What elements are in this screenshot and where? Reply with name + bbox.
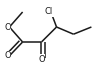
Text: Cl: Cl <box>45 8 53 16</box>
Text: O: O <box>38 55 45 64</box>
Text: O: O <box>4 51 11 60</box>
Text: O: O <box>4 23 11 31</box>
